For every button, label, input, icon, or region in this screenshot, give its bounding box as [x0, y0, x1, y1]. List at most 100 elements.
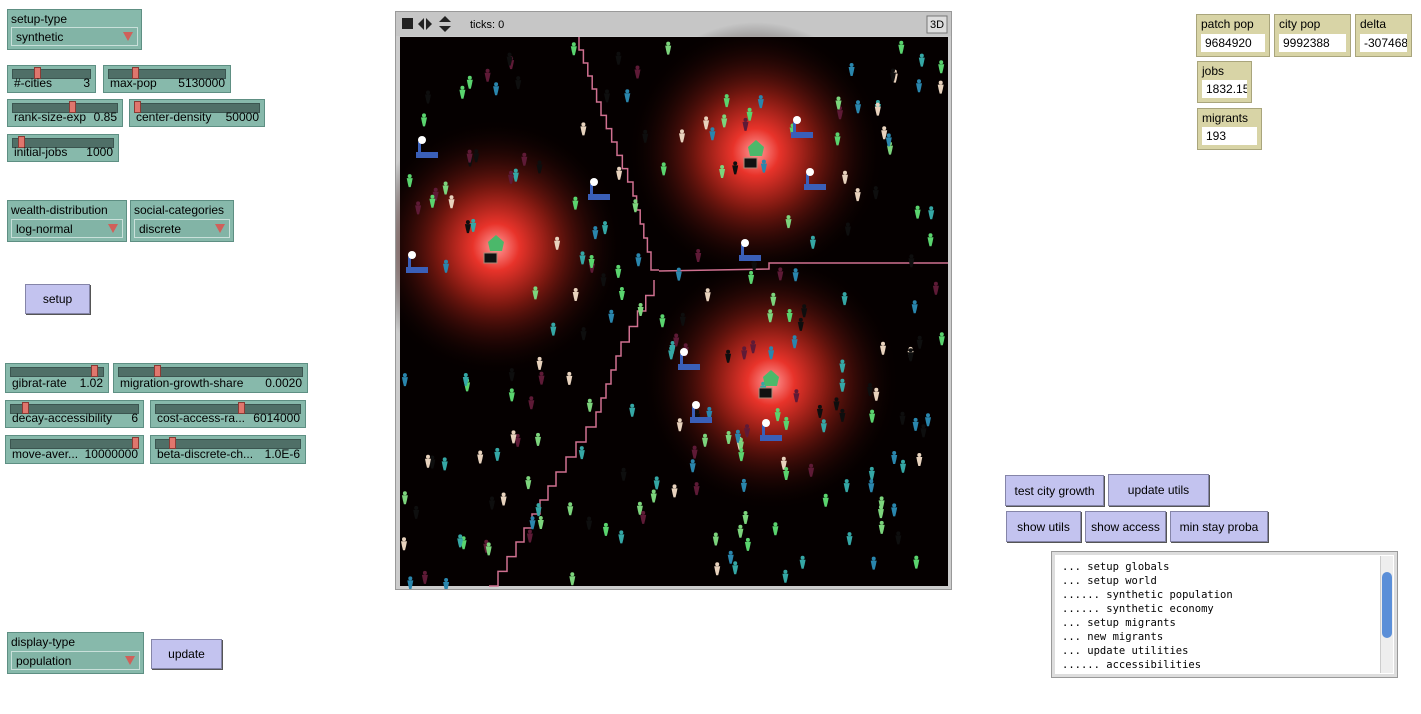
- agent-head: [868, 383, 872, 387]
- agent-head: [715, 562, 720, 567]
- agent-body: [820, 423, 827, 433]
- slider-handle[interactable]: [132, 437, 139, 449]
- chooser-value[interactable]: discrete: [134, 219, 230, 238]
- slider[interactable]: center-density 50000: [129, 99, 265, 127]
- agent-head: [533, 286, 538, 291]
- chooser-arrow[interactable]: [108, 224, 118, 233]
- slider[interactable]: decay-accessibility 6: [5, 400, 144, 428]
- slider[interactable]: migration-growth-share 0.0020: [113, 363, 308, 393]
- agent-head: [891, 68, 895, 73]
- slider-track[interactable]: [155, 404, 301, 414]
- agent-body: [704, 292, 711, 302]
- slider[interactable]: rank-size-exp 0.85: [7, 99, 123, 127]
- agent-head: [661, 162, 666, 167]
- scroll-thumb[interactable]: [1382, 572, 1392, 638]
- slider-handle[interactable]: [33, 67, 41, 79]
- slider[interactable]: beta-discrete-ch... 1.0E-6: [150, 435, 306, 464]
- factory-chimney: [692, 407, 695, 417]
- chooser-label: setup-type: [11, 12, 68, 26]
- slider[interactable]: max-pop 5130000: [103, 65, 231, 93]
- agent: [772, 522, 779, 536]
- slider-handle[interactable]: [238, 402, 246, 414]
- button[interactable]: test city growth: [1005, 475, 1104, 506]
- agent-body: [874, 106, 881, 116]
- slider-track[interactable]: [12, 138, 114, 148]
- city-house: [763, 370, 779, 386]
- slider-handle[interactable]: [168, 437, 176, 449]
- toolbar-icons[interactable]: [402, 16, 451, 32]
- agent: [604, 89, 610, 103]
- factory: [588, 178, 610, 200]
- agent-head: [879, 496, 884, 501]
- chooser[interactable]: social-categories discrete: [130, 200, 234, 242]
- chooser[interactable]: display-type population: [7, 632, 144, 674]
- agent-head: [516, 76, 521, 81]
- factory-body: [739, 255, 761, 261]
- 3d-button[interactable]: [926, 15, 948, 34]
- agent: [457, 534, 464, 548]
- agent: [767, 309, 774, 323]
- chooser-value[interactable]: log-normal: [11, 219, 123, 238]
- agent-head: [747, 107, 752, 112]
- chooser[interactable]: setup-type synthetic: [7, 9, 142, 50]
- agent: [799, 555, 806, 569]
- button[interactable]: update utils: [1108, 474, 1209, 506]
- agent: [695, 249, 702, 262]
- agent-body: [421, 574, 428, 584]
- button[interactable]: show access: [1085, 511, 1166, 542]
- slider-handle[interactable]: [22, 402, 30, 414]
- agent-head: [707, 406, 712, 411]
- factory: [760, 419, 782, 441]
- agent: [508, 368, 515, 382]
- button[interactable]: show utils: [1006, 511, 1081, 542]
- agent-body: [618, 291, 625, 300]
- slider-handle[interactable]: [134, 101, 141, 113]
- chooser-label: social-categories: [134, 203, 225, 217]
- agent-body: [744, 428, 750, 438]
- slider-label: initial-jobs: [14, 145, 68, 159]
- chooser-arrow[interactable]: [125, 656, 135, 665]
- chooser-arrow[interactable]: [215, 224, 225, 233]
- slider-handle[interactable]: [132, 67, 140, 79]
- chooser-text: discrete: [139, 222, 182, 236]
- slider-track[interactable]: [118, 367, 303, 377]
- chooser[interactable]: wealth-distribution log-normal: [7, 200, 127, 242]
- slider-handle[interactable]: [90, 365, 98, 377]
- agent-body: [925, 417, 931, 427]
- slider-handle[interactable]: [153, 365, 161, 377]
- slider-track[interactable]: [155, 439, 301, 449]
- chooser-arrow[interactable]: [123, 32, 133, 41]
- agent: [938, 332, 945, 346]
- slider-track[interactable]: [12, 103, 118, 113]
- slider[interactable]: gibrat-rate 1.02: [5, 363, 109, 393]
- agent-body: [618, 534, 625, 544]
- slider-track[interactable]: [10, 367, 104, 377]
- chooser-value[interactable]: population: [11, 651, 140, 670]
- slider[interactable]: #-cities 3: [7, 65, 96, 93]
- agent-head: [515, 433, 520, 438]
- chooser-value[interactable]: synthetic: [11, 27, 138, 46]
- factory-body: [588, 194, 610, 200]
- slider-track[interactable]: [108, 69, 226, 79]
- agent-head: [551, 322, 556, 327]
- slider[interactable]: initial-jobs 1000: [7, 134, 119, 162]
- slider-handle[interactable]: [17, 136, 25, 148]
- slider[interactable]: cost-access-ra... 6014000: [150, 400, 306, 428]
- agent-body: [927, 237, 934, 247]
- slider-track[interactable]: [12, 69, 91, 79]
- agent: [785, 215, 792, 229]
- agent: [624, 89, 631, 103]
- agent-body: [900, 463, 906, 473]
- slider-handle[interactable]: [69, 101, 77, 113]
- agent-body: [868, 470, 875, 480]
- button[interactable]: update: [151, 639, 222, 669]
- agent-head: [458, 534, 463, 539]
- slider[interactable]: move-aver... 10000000: [5, 435, 144, 464]
- 3d-label[interactable]: 3D: [930, 19, 944, 31]
- button[interactable]: min stay proba: [1170, 511, 1268, 542]
- slider-track[interactable]: [10, 404, 139, 414]
- button[interactable]: setup: [25, 284, 90, 314]
- agent-body: [510, 434, 517, 444]
- agent: [916, 453, 923, 466]
- scrollbar[interactable]: [1380, 556, 1393, 673]
